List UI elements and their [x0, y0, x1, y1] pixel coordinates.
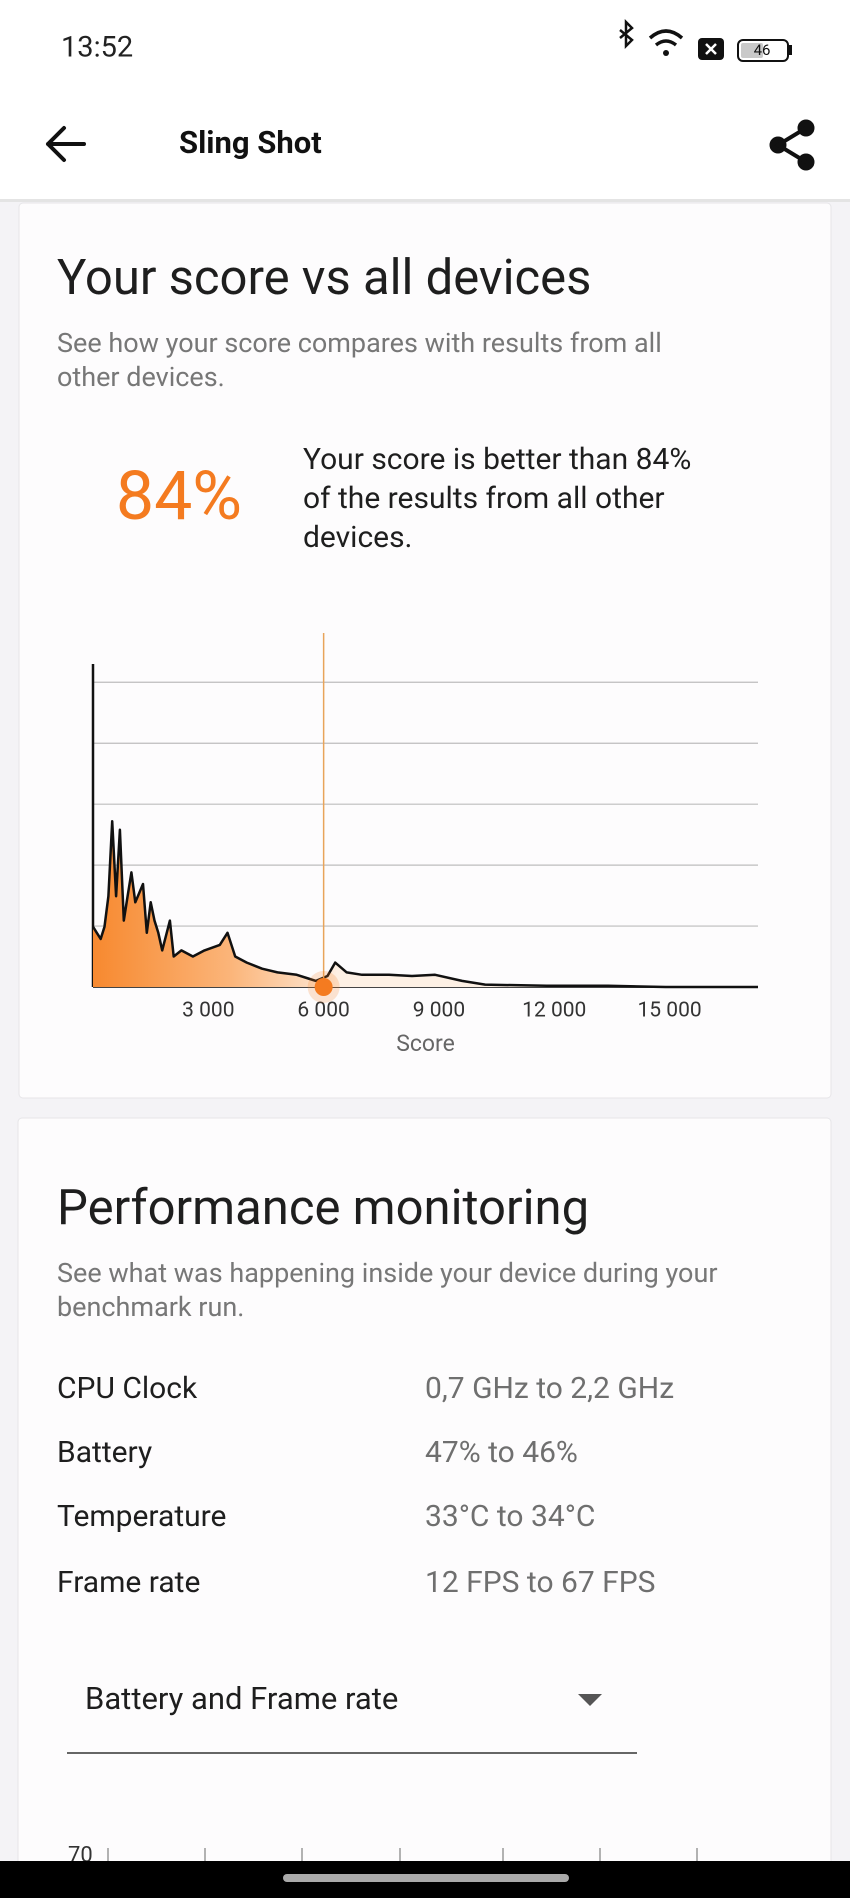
metric-label: Battery	[57, 1435, 152, 1470]
metric-label: Frame rate	[57, 1565, 200, 1600]
card-subtitle: benchmark run.	[57, 1291, 244, 1323]
x-tick-label: 9 000	[413, 999, 465, 1023]
dropdown-underline	[67, 1752, 637, 1754]
status-icons	[619, 18, 792, 62]
x-tick-label: 6 000	[297, 999, 349, 1023]
status-time: 13:52	[61, 31, 133, 65]
x-tick-label: 15 000	[637, 999, 701, 1023]
metric-value: 12 FPS to 67 FPS	[425, 1565, 655, 1600]
card-subtitle: other devices.	[57, 361, 225, 393]
dropdown-value: Battery and Frame rate	[85, 1680, 398, 1717]
metric-value: 47% to 46%	[425, 1435, 578, 1470]
distribution-line	[91, 819, 758, 989]
battery-level: 46	[754, 41, 771, 59]
performance-rows: CPU Clock 0,7 GHz to 2,2 GHz Battery 47% to…	[57, 1371, 674, 1600]
metric-value: 33°C to 34°C	[425, 1499, 595, 1534]
score-card	[18, 202, 832, 1099]
dropdown-arrow	[578, 1694, 602, 1706]
x-tick-label: 12 000	[522, 999, 586, 1023]
x-tick-label: 3 000	[182, 999, 234, 1023]
score-description: Your score is better than 84%	[303, 442, 691, 477]
card-title: Your score vs all devices	[57, 249, 591, 306]
app-header	[0, 0, 850, 200]
metric-label: CPU Clock	[57, 1371, 198, 1406]
percentile: 84%	[116, 456, 242, 536]
share-button[interactable]	[769, 119, 815, 171]
score-marker	[314, 978, 333, 996]
dropdown[interactable]: Battery and Frame rate	[67, 1680, 637, 1754]
screen-title: Sling Shot	[179, 124, 322, 161]
header-shadow	[0, 199, 850, 202]
back-button[interactable]	[46, 126, 86, 162]
distribution-area	[93, 821, 758, 987]
score-distribution-chart: 3 000 6 000 9 000 12 000 15 000 Score	[91, 633, 758, 1057]
x-axis-label: Score	[396, 1030, 455, 1057]
score-description: devices.	[303, 520, 412, 555]
metric-label: Temperature	[57, 1499, 226, 1534]
score-description: of the results from all other	[303, 481, 665, 516]
partial-chart-ticks	[107, 1848, 698, 1861]
card-subtitle: See what was happening inside your devic…	[57, 1257, 718, 1289]
home-indicator[interactable]	[283, 1874, 569, 1882]
card-title: Performance monitoring	[57, 1179, 589, 1236]
card-subtitle: See how your score compares with results…	[57, 327, 662, 359]
metric-value: 0,7 GHz to 2,2 GHz	[425, 1371, 674, 1406]
